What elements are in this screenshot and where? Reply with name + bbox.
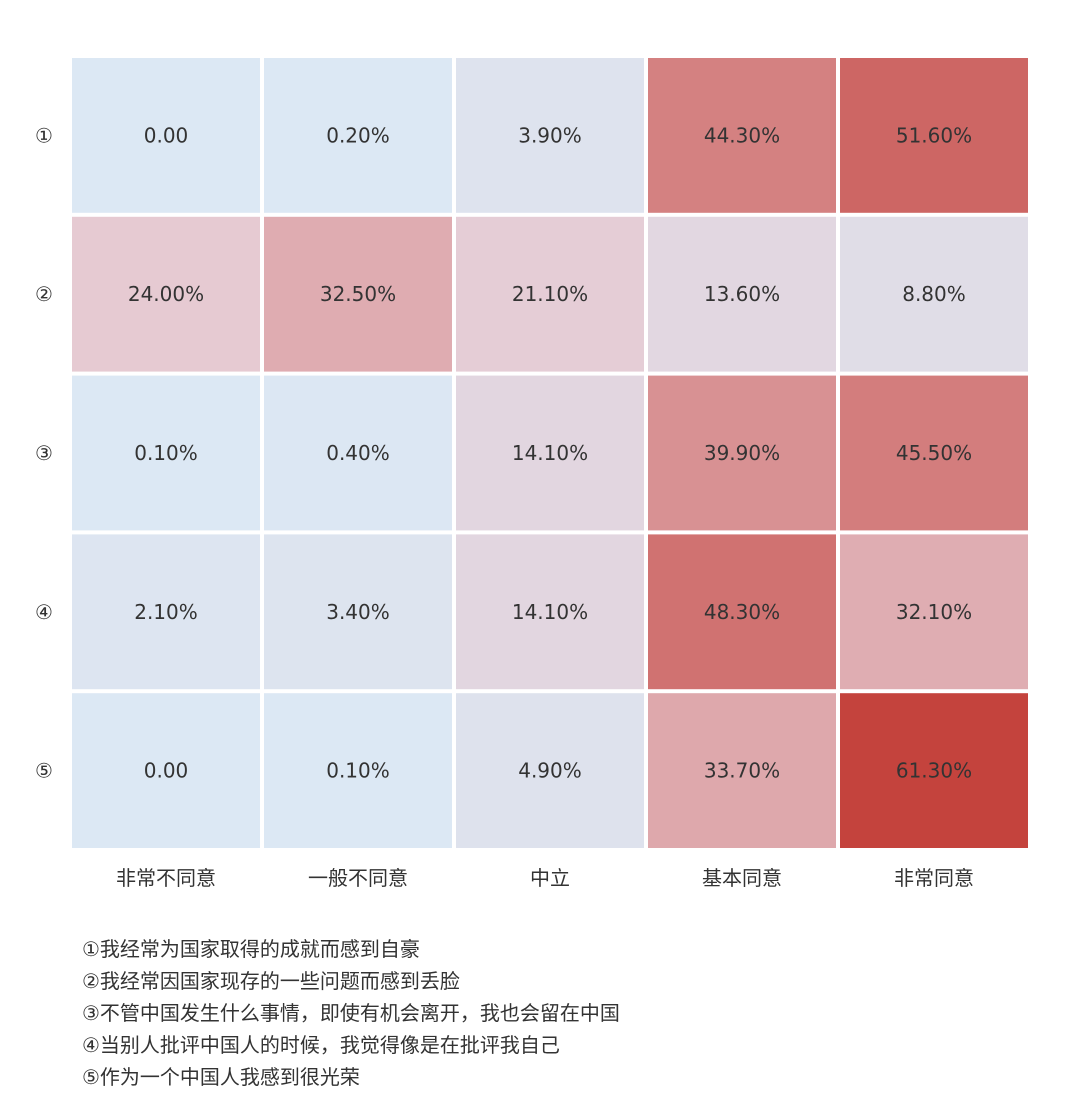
cell-value-label-r1-c2: 0.20%: [326, 123, 390, 147]
cell-value-label-r1-c3: 3.90%: [518, 123, 582, 147]
heatmap-cell-r3-c4: [648, 375, 836, 531]
row-label-3: ③: [35, 441, 53, 465]
heatmap-cell-r5-c2: [264, 693, 452, 848]
cell-value-label-r1-c4: 44.30%: [704, 123, 780, 147]
heatmap-cell-r4-c5: [840, 534, 1028, 690]
heatmap-cell-r5-c1: [72, 693, 260, 848]
cell-value-label-r5-c5: 61.30%: [896, 759, 972, 783]
heatmap-cell-r2-c2: [264, 216, 452, 372]
cell-value-label-r5-c1: 0.00: [144, 759, 189, 783]
statement-notes: ①我经常为国家取得的成就而感到自豪 ②我经常因国家现存的一些问题而感到丢脸 ③不…: [82, 933, 1042, 1093]
heatmap-cell-r5-c4: [648, 693, 836, 848]
cell-value-label-r2-c2: 32.50%: [320, 282, 396, 306]
heatmap-cell-r2-c3: [456, 216, 644, 372]
statement-note-2: ②我经常因国家现存的一些问题而感到丢脸: [82, 969, 460, 993]
heatmap-cell-r4-c3: [456, 534, 644, 690]
cell-value-label-r3-c5: 45.50%: [896, 441, 972, 465]
heatmap-cell-r4-c1: [72, 534, 260, 690]
cell-value-label-r1-c5: 51.60%: [896, 123, 972, 147]
row-label-1: ①: [35, 123, 53, 147]
column-labels: 非常不同意 一般不同意 中立 基本同意 非常同意: [116, 866, 974, 890]
statement-note-5: ⑤作为一个中国人我感到很光荣: [82, 1065, 360, 1089]
cell-value-label-r3-c3: 14.10%: [512, 441, 588, 465]
heatmap-cell-r2-c5: [840, 216, 1028, 372]
heatmap-cell-r3-c3: [456, 375, 644, 531]
heatmap-cell-r2-c4: [648, 216, 836, 372]
cell-value-label-r5-c4: 33.70%: [704, 759, 780, 783]
heatmap-cell-r1-c5: [840, 58, 1028, 213]
heatmap-cells: 0.00 0.20% 3.90% 44.30% 51.60% 24.00% 32.50% 21…: [72, 58, 1028, 848]
row-labels: ① ② ③ ④ ⑤: [35, 123, 53, 782]
heatmap-cell-r3-c5: [840, 375, 1028, 531]
column-label-3: 中立: [530, 866, 570, 890]
row-label-2: ②: [35, 282, 53, 306]
cell-value-label-r2-c3: 21.10%: [512, 282, 588, 306]
cell-value-label-r4-c5: 32.10%: [896, 600, 972, 624]
row-label-5: ⑤: [35, 759, 53, 783]
heatmap-chart: 0.00 0.20% 3.90% 44.30% 51.60% 24.00% 32.50% 21…: [35, 58, 1028, 890]
cell-value-label-r3-c4: 39.90%: [704, 441, 780, 465]
cell-value-label-r4-c1: 2.10%: [134, 600, 198, 624]
cell-value-label-r3-c1: 0.10%: [134, 441, 198, 465]
heatmap-cell-r5-c3: [456, 693, 644, 848]
heatmap-cell-r5-c5: [840, 693, 1028, 848]
column-label-2: 一般不同意: [308, 866, 408, 890]
cell-value-label-r2-c1: 24.00%: [128, 282, 204, 306]
cell-value-label-r2-c5: 8.80%: [902, 282, 966, 306]
cell-value-label-r4-c4: 48.30%: [704, 600, 780, 624]
heatmap-cell-r3-c1: [72, 375, 260, 531]
cell-value-label-r1-c1: 0.00: [144, 123, 189, 147]
cell-value-label-r4-c2: 3.40%: [326, 600, 390, 624]
heatmap-cell-r4-c4: [648, 534, 836, 690]
column-label-1: 非常不同意: [116, 866, 216, 890]
cell-value-label-r2-c4: 13.60%: [704, 282, 780, 306]
heatmap-cell-r4-c2: [264, 534, 452, 690]
heatmap-cell-r1-c4: [648, 58, 836, 213]
heatmap-cell-r1-c2: [264, 58, 452, 213]
statement-note-3: ③不管中国发生什么事情，即使有机会离开，我也会留在中国: [82, 1001, 620, 1025]
heatmap-cell-r3-c2: [264, 375, 452, 531]
cell-value-label-r5-c2: 0.10%: [326, 759, 390, 783]
cell-value-label-r4-c3: 14.10%: [512, 600, 588, 624]
heatmap-cell-r1-c1: [72, 58, 260, 213]
column-label-5: 非常同意: [894, 866, 974, 890]
column-label-4: 基本同意: [702, 866, 782, 890]
cell-value-label-r3-c2: 0.40%: [326, 441, 390, 465]
heatmap-cell-r2-c1: [72, 216, 260, 372]
statement-note-4: ④当别人批评中国人的时候，我觉得像是在批评我自己: [82, 1033, 560, 1057]
cell-value-label-r5-c3: 4.90%: [518, 759, 582, 783]
row-label-4: ④: [35, 600, 53, 624]
heatmap-cell-r1-c3: [456, 58, 644, 213]
statement-note-1: ①我经常为国家取得的成就而感到自豪: [82, 937, 420, 961]
